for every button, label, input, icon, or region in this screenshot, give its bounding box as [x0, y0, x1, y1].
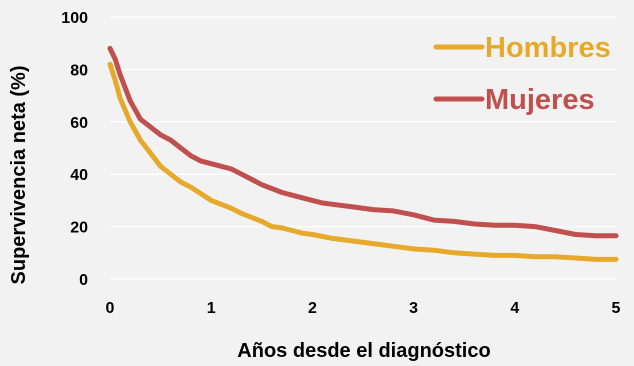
legend-item-hombres: Hombres [433, 32, 611, 64]
x-axis-label: Años desde el diagnóstico [237, 340, 490, 362]
x-tick-label: 4 [510, 300, 519, 317]
legend-label: Hombres [485, 32, 611, 64]
gridlines [110, 16, 616, 280]
x-tick-label: 3 [409, 300, 418, 317]
y-tick-label: 100 [61, 10, 88, 27]
legend-label: Mujeres [485, 84, 595, 116]
series-lines [107, 45, 619, 262]
x-tick-label: 1 [207, 300, 216, 317]
x-tick-label: 0 [106, 300, 115, 317]
y-axis-label: Supervivencia neta (%) [8, 66, 30, 285]
x-axis-ticks: 0 1 2 3 4 5 [106, 300, 621, 317]
y-tick-label: 20 [70, 220, 88, 237]
y-tick-label: 60 [70, 115, 88, 132]
y-tick-label: 0 [79, 272, 88, 289]
y-tick-label: 40 [70, 167, 88, 184]
legend: Hombres Mujeres [433, 32, 611, 116]
x-tick-label: 5 [612, 300, 621, 317]
x-tick-label: 2 [308, 300, 317, 317]
y-axis-ticks: 0 20 40 60 80 100 [61, 10, 88, 289]
series-line-mujeres [107, 45, 619, 239]
y-tick-label: 80 [70, 62, 88, 79]
legend-item-mujeres: Mujeres [433, 84, 595, 116]
series-line-hombres [107, 61, 619, 262]
